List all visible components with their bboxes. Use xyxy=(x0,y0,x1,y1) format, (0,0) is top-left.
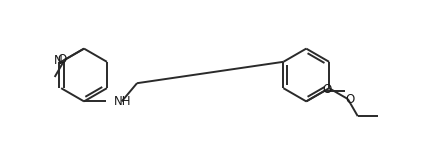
Text: O: O xyxy=(323,83,332,96)
Text: O: O xyxy=(345,93,354,106)
Text: NH: NH xyxy=(113,95,131,108)
Text: N: N xyxy=(54,54,63,67)
Text: O: O xyxy=(57,53,67,66)
